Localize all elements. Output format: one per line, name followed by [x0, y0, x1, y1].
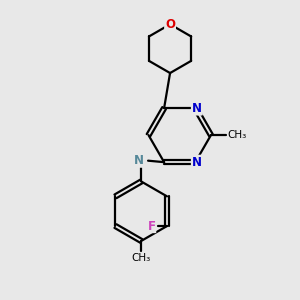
Text: N: N	[134, 154, 144, 167]
Text: N: N	[192, 102, 202, 115]
Text: O: O	[165, 18, 175, 31]
Text: N: N	[192, 156, 202, 169]
Text: H: H	[134, 156, 143, 166]
Text: F: F	[148, 220, 156, 232]
Text: CH₃: CH₃	[132, 254, 151, 263]
Text: CH₃: CH₃	[228, 130, 247, 140]
